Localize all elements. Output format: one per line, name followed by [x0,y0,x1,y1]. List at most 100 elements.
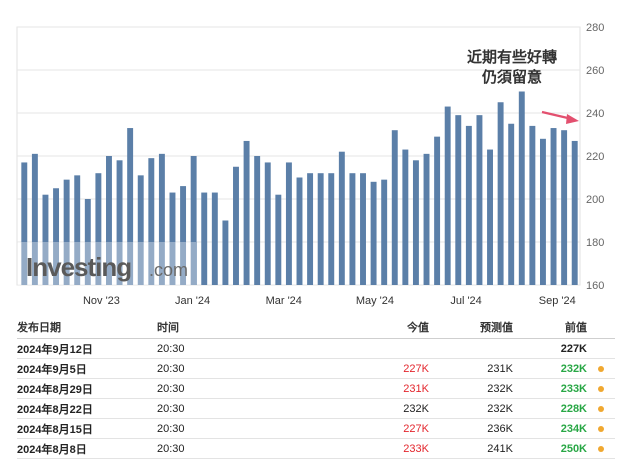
x-tick-label: Sep '24 [539,295,576,307]
chart-bar [42,194,49,285]
actual-value: 233K [403,442,429,455]
chart-bar [423,153,430,285]
chart-bar [243,140,250,285]
chart-bar [402,149,409,285]
revision-dot-icon [587,403,615,415]
forecast-value: 236K [487,422,513,435]
release-date: 2024年8月15日 [17,423,93,436]
chart-bar [434,136,441,285]
release-time: 20:30 [157,402,185,415]
table-body: 2024年9月12日 20:30 227K 2024年9月5日 20:30 227K 231… [17,339,615,459]
chart-bar [487,149,493,285]
chart-bar [539,138,546,285]
y-tick-label: 220 [586,151,604,163]
revision-dot-icon [587,443,615,455]
annotation-arrow-head [566,114,579,124]
chart-bar [360,173,366,285]
revision-dot-icon [587,383,615,395]
table-row: 2024年8月22日 20:30 232K 232K 228K [17,399,615,419]
chart-bar [317,173,324,285]
y-tick-label: 240 [586,108,604,120]
table-header-row: 发布日期 时间 今值 预测值 前值 [17,316,615,339]
previous-value: 250K [560,442,587,455]
header-actual[interactable]: 今值 [407,322,429,334]
chart-bar [381,179,388,285]
chart-bar [222,220,229,285]
chart-bar [254,156,261,285]
chart-bar [338,151,345,285]
chart-bar [571,140,578,285]
chart-bar [307,173,314,285]
chart-bar [497,102,504,285]
chart-bar [444,106,451,285]
release-date: 2024年8月8日 [17,443,87,456]
chart-bar [465,125,472,286]
chart-bar [233,166,239,285]
chart-bar [21,162,28,285]
table-row: 2024年8月8日 20:30 233K 241K 250K [17,439,615,459]
x-tick-label: Jan '24 [175,295,210,307]
chart-bar [211,192,218,285]
previous-value: 233K [560,382,587,395]
chart-bar [391,130,398,285]
actual-value: 227K [403,422,429,435]
x-tick-label: Nov '23 [83,295,120,307]
chart-bar [127,128,134,285]
release-time: 20:30 [157,342,185,355]
table-row: 2024年9月5日 20:30 227K 231K 232K [17,359,615,379]
chart-bar [137,175,144,285]
chart-bar [74,175,81,285]
chart-bar [148,158,155,285]
x-tick-label: Mar '24 [266,295,302,307]
chart-bar [518,91,525,285]
release-date: 2024年8月29日 [17,383,93,396]
header-previous[interactable]: 前值 [565,322,587,334]
chart-bar [349,173,356,285]
y-tick-label: 180 [586,237,604,249]
previous-value: 234K [560,422,587,435]
watermark-backdrop [18,242,196,285]
release-time: 20:30 [157,382,185,395]
forecast-value: 231K [487,362,513,375]
release-date: 2024年9月12日 [17,343,93,356]
y-tick-label: 260 [586,65,604,77]
watermark-suffix: .com [149,260,188,280]
annotation-line1: 近期有些好轉 [467,48,557,66]
table-row: 2024年8月29日 20:30 231K 232K 233K [17,379,615,399]
chart-bar [116,160,123,285]
forecast-value: 232K [487,402,513,415]
chart-bar [158,153,165,285]
table-row: 2024年8月15日 20:30 227K 236K 234K [17,419,615,439]
release-date: 2024年8月22日 [17,403,93,416]
chart-bar [328,173,335,285]
header-date[interactable]: 发布日期 [17,322,61,334]
chart-bar [264,162,271,285]
chart-bar [561,130,568,285]
x-tick-label: May '24 [356,295,394,307]
y-tick-label: 280 [586,22,604,34]
chart-bar [169,192,176,285]
header-forecast[interactable]: 预测值 [480,322,513,334]
table-row: 2024年9月12日 20:30 227K [17,339,615,359]
chart-bar [285,162,292,285]
forecast-value: 241K [487,442,513,455]
release-time: 20:30 [157,442,185,455]
chart-bar [455,115,462,286]
chart-bar [476,115,483,286]
economic-calendar-table: 发布日期 时间 今值 预测值 前值 2024年9月12日 20:30 227K 202… [17,316,615,459]
chart-bar [412,160,419,285]
revision-dot-icon [587,423,615,435]
chart-bar [508,123,515,285]
chart-bar [95,173,102,285]
annotation-line2: 仍須留意 [481,68,542,86]
chart-bar [180,186,187,285]
watermark-brand: Investing [26,252,131,282]
y-tick-label: 200 [586,194,604,206]
chart-bar [53,188,60,285]
forecast-value: 232K [487,382,513,395]
previous-value: 232K [560,362,587,375]
chart-bar [296,177,303,285]
chart-bar [550,128,557,285]
header-time[interactable]: 时间 [157,322,179,334]
actual-value: 231K [403,382,429,395]
